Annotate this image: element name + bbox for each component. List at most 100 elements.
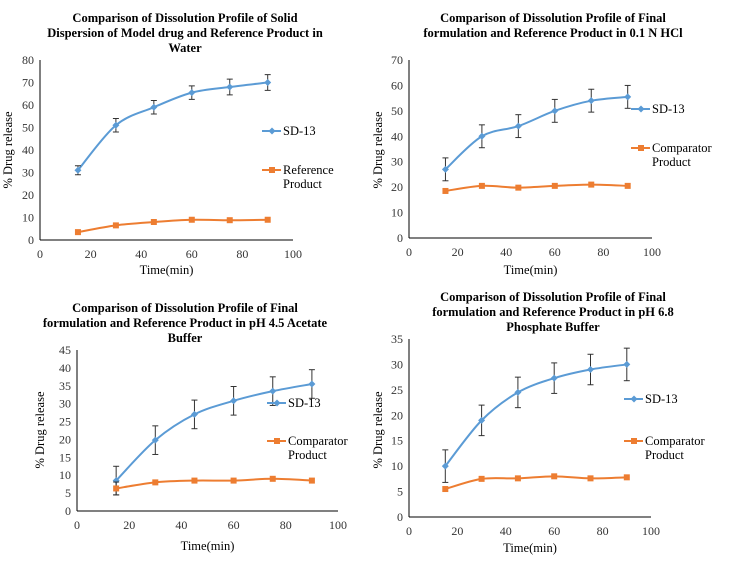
y-tick-label: 30 <box>391 155 403 169</box>
x-tick-label: 0 <box>406 524 412 538</box>
chart-title: Comparison of Dissolution Profile of Fin… <box>72 301 298 315</box>
chart-title: Dispersion of Model drug and Reference P… <box>47 26 323 40</box>
y-tick-label: 10 <box>391 206 403 220</box>
data-point <box>264 79 272 86</box>
data-point <box>308 477 315 484</box>
data-point <box>478 182 485 189</box>
x-tick-label: 60 <box>549 245 561 259</box>
series-line-comparator <box>115 477 312 490</box>
data-point <box>191 477 198 484</box>
legend-label: Reference <box>283 163 334 177</box>
y-tick-label: 60 <box>391 78 403 92</box>
data-point <box>74 229 81 236</box>
data-point <box>623 474 630 481</box>
data-point <box>150 219 157 225</box>
y-tick-label: 0 <box>397 510 403 524</box>
y-tick-label: 0 <box>65 504 71 518</box>
x-axis-label: Time(min) <box>140 263 194 277</box>
y-tick-label: 20 <box>391 408 403 422</box>
data-point <box>587 366 594 374</box>
x-tick-label: 0 <box>74 518 80 532</box>
data-point <box>190 410 198 418</box>
data-point <box>442 486 449 493</box>
data-point <box>269 387 277 395</box>
y-tick-label: 5 <box>397 485 403 499</box>
chart-title: Water <box>168 41 202 55</box>
data-point <box>188 89 196 97</box>
legend-label: Comparator <box>645 434 706 448</box>
legend-marker <box>273 399 281 407</box>
x-tick-label: 20 <box>452 245 464 259</box>
y-tick-label: 30 <box>22 166 34 180</box>
x-axis-label: Time(min) <box>504 263 558 277</box>
x-tick-label: 60 <box>186 247 198 261</box>
data-point <box>624 182 631 189</box>
legend-marker <box>638 145 644 151</box>
data-point <box>150 103 158 111</box>
x-tick-label: 100 <box>642 524 660 538</box>
y-axis-label: % Drug release <box>371 111 385 188</box>
y-tick-label: 15 <box>59 450 71 464</box>
y-tick-label: 0 <box>397 231 403 245</box>
series-line-sd-13 <box>444 95 628 171</box>
legend-label: Product <box>288 448 327 462</box>
chart-title: Comparison of Dissolution Profile of Sol… <box>72 11 297 25</box>
y-axis-label: % Drug release <box>1 111 15 188</box>
x-tick-label: 80 <box>597 245 609 259</box>
data-point <box>624 93 632 101</box>
legend-label: Comparator <box>288 434 349 448</box>
x-tick-label: 20 <box>451 524 463 538</box>
y-tick-label: 35 <box>59 379 71 393</box>
chart-title: formulation and Reference Product in pH … <box>432 305 674 319</box>
series-line-comparator <box>445 475 627 490</box>
data-point <box>151 436 159 444</box>
y-tick-label: 50 <box>391 104 403 118</box>
legend-label: Product <box>283 177 322 191</box>
y-tick-label: 50 <box>22 121 34 135</box>
y-tick-label: 40 <box>391 129 403 143</box>
data-point <box>74 166 82 174</box>
x-tick-label: 80 <box>236 247 248 261</box>
y-tick-label: 35 <box>391 332 403 346</box>
data-point <box>551 182 558 189</box>
data-point <box>308 380 316 388</box>
y-tick-label: 25 <box>391 383 403 397</box>
x-tick-label: 100 <box>284 247 302 261</box>
y-tick-label: 70 <box>22 76 34 90</box>
x-tick-label: 40 <box>500 524 512 538</box>
y-tick-label: 70 <box>391 53 403 67</box>
legend-label: SD-13 <box>288 396 321 410</box>
data-point <box>113 485 120 492</box>
data-point <box>551 107 559 115</box>
series-line-sd-13 <box>77 81 268 171</box>
x-tick-label: 100 <box>329 518 347 532</box>
chart-3: Comparison of Dissolution Profile of Fin… <box>33 301 349 553</box>
data-point <box>152 479 159 486</box>
y-tick-label: 30 <box>59 397 71 411</box>
legend-label: Product <box>645 448 684 462</box>
y-tick-label: 10 <box>59 468 71 482</box>
y-tick-label: 0 <box>28 233 34 247</box>
legend-marker <box>631 438 637 444</box>
x-axis-label: Time(min) <box>181 539 235 553</box>
y-tick-label: 25 <box>59 415 71 429</box>
chart-title: Comparison of Dissolution Profile of Fin… <box>440 11 666 25</box>
y-tick-label: 20 <box>391 180 403 194</box>
data-point <box>587 97 595 105</box>
y-tick-label: 40 <box>22 143 34 157</box>
data-point <box>188 216 195 223</box>
x-tick-label: 40 <box>175 518 187 532</box>
x-tick-label: 0 <box>37 247 43 261</box>
data-point <box>514 475 521 482</box>
data-point <box>230 397 238 405</box>
legend-label: SD-13 <box>652 102 685 116</box>
legend-label: Product <box>652 155 691 169</box>
data-point <box>230 477 237 484</box>
legend-marker <box>630 395 638 403</box>
data-point <box>226 217 233 224</box>
data-point <box>264 216 271 223</box>
data-point <box>587 475 594 482</box>
x-tick-label: 40 <box>135 247 147 261</box>
series-line-comparator <box>445 183 628 192</box>
